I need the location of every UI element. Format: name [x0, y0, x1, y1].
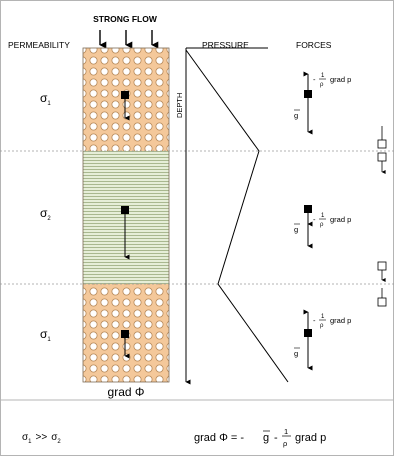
sigma-relation: σ1 >> σ2 — [22, 432, 61, 445]
minus-sign: - — [313, 75, 316, 84]
force-particle — [304, 205, 312, 213]
pressure-label: PRESSURE — [202, 40, 249, 50]
sigma-middle-label: σ2 — [40, 206, 51, 222]
sigma-bottom-label: σ1 — [40, 327, 51, 343]
equation-frac-den: ρ — [283, 439, 287, 448]
particle-bottom — [121, 330, 129, 338]
gravity-label: g — [294, 349, 298, 358]
frac-num: 1 — [321, 73, 325, 79]
grad-p-label: grad p — [330, 215, 351, 224]
sigma-top-label: σ1 — [40, 91, 51, 107]
equation-minus: - — [274, 432, 278, 444]
strong-flow-label: STRONG FLOW — [93, 14, 158, 24]
particle-middle — [121, 206, 129, 214]
grad-p-label: grad p — [330, 316, 351, 325]
frac-num: 1 — [321, 314, 325, 320]
darcy-equation: grad Φ = - g - 1 ρ grad p — [194, 427, 326, 448]
layer-top-coarse — [83, 48, 169, 151]
minus-sign: - — [313, 215, 316, 224]
gravity-label: g — [294, 111, 298, 120]
frac-den: ρ — [320, 82, 324, 88]
interface-marker-lower — [377, 261, 387, 307]
marker-box — [377, 152, 387, 162]
frac-den: ρ — [320, 323, 324, 329]
pressure-profile — [185, 49, 289, 383]
force-particle — [304, 90, 312, 98]
grad-phi-label: grad Φ — [108, 385, 145, 399]
equation-g: g — [263, 432, 269, 444]
forces-label: FORCES — [296, 40, 332, 50]
marker-box — [377, 261, 387, 271]
frac-num: 1 — [321, 213, 325, 219]
column-outline — [82, 47, 170, 383]
permeability-label: PERMEABILITY — [8, 40, 70, 50]
grad-p-label: grad p — [330, 75, 351, 84]
equation-frac-num: 1 — [284, 427, 288, 436]
soil-column — [82, 47, 170, 383]
force-diagram-top: g - 1 ρ grad p — [294, 71, 351, 135]
particle-top — [121, 91, 129, 99]
gravity-label: g — [294, 225, 298, 234]
frac-den: ρ — [320, 222, 324, 228]
interface-marker-upper — [377, 126, 387, 174]
marker-box — [377, 297, 387, 307]
minus-sign: - — [313, 316, 316, 325]
depth-label: DEPTH — [175, 93, 184, 118]
marker-box — [377, 139, 387, 149]
equation-left: grad Φ = - — [194, 432, 244, 444]
force-diagram-bottom: g - 1 ρ grad p — [294, 309, 351, 371]
force-particle — [304, 329, 312, 337]
flow-particles — [121, 91, 130, 359]
inflow-arrows — [99, 30, 159, 49]
layer-middle-fine — [83, 151, 169, 284]
force-diagram-middle: g - 1 ρ grad p — [294, 205, 351, 249]
equation-right: grad p — [295, 432, 326, 444]
